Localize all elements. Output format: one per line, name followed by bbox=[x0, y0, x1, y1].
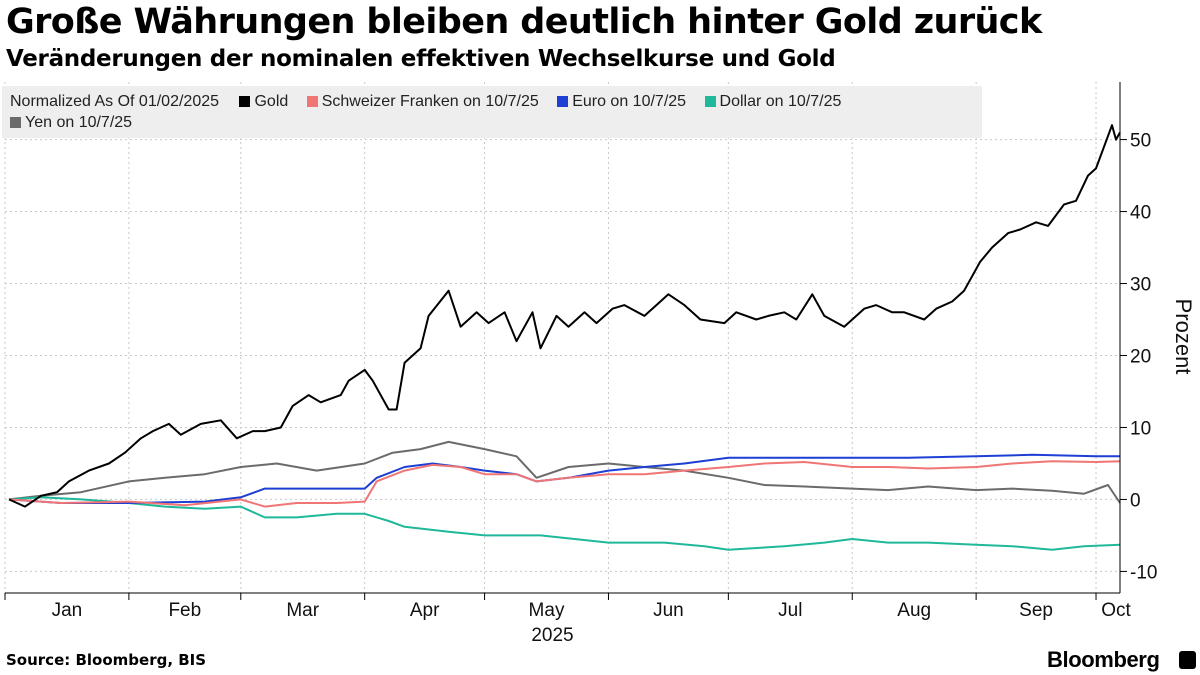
legend-label: Euro on 10/7/25 bbox=[572, 93, 687, 110]
x-tick-label: Apr bbox=[410, 600, 440, 621]
x-tick-label: May bbox=[529, 600, 565, 621]
x-tick-label: Oct bbox=[1101, 600, 1131, 621]
x-year-label: 2025 bbox=[531, 625, 573, 646]
legend-item-chf: Schweizer Franken on 10/7/25 bbox=[306, 93, 539, 111]
series-line-gold bbox=[8, 124, 1121, 508]
x-tick-label: Aug bbox=[897, 600, 931, 621]
x-tick-label: Jan bbox=[52, 600, 83, 621]
legend-label: Yen on 10/7/25 bbox=[25, 114, 133, 131]
bloomberg-icon bbox=[1179, 651, 1196, 669]
y-axis-title: Prozent bbox=[1171, 299, 1196, 375]
series-line-usd bbox=[8, 496, 1121, 551]
series-line-jpy bbox=[8, 440, 1121, 504]
y-tick-label: 10 bbox=[1130, 418, 1151, 439]
series-lines bbox=[8, 124, 1121, 551]
legend-item-jpy: Yen on 10/7/25 bbox=[10, 114, 132, 132]
legend-swatch bbox=[557, 96, 569, 107]
x-tick-label: Feb bbox=[168, 600, 201, 621]
y-tick-label: 0 bbox=[1130, 490, 1141, 511]
x-tick-label: Mar bbox=[286, 600, 319, 621]
legend-item-usd: Dollar on 10/7/25 bbox=[704, 93, 842, 111]
page-title: Große Währungen bleiben deutlich hinter … bbox=[6, 2, 1042, 42]
source-note: Source: Bloomberg, BIS bbox=[6, 651, 207, 669]
y-tick-label: 40 bbox=[1130, 203, 1151, 224]
legend-note: Normalized As Of 01/02/2025 bbox=[10, 93, 220, 110]
legend: Normalized As Of 01/02/2025 Gold Schweiz… bbox=[2, 86, 982, 138]
bloomberg-logo: Bloomberg bbox=[1047, 647, 1160, 672]
y-tick-label: -10 bbox=[1130, 562, 1157, 583]
x-tick-label: Jul bbox=[778, 600, 802, 621]
legend-label: Gold bbox=[254, 93, 289, 110]
y-tick-label: 20 bbox=[1130, 346, 1151, 367]
axes: -10 0 10 20 30 40 50 Jan Feb Mar Apr May Jun Jul Aug Se… bbox=[4, 82, 1196, 646]
legend-row: Normalized As Of 01/02/2025 Gold Schweiz… bbox=[10, 93, 855, 111]
legend-swatch bbox=[239, 96, 251, 107]
grid bbox=[4, 82, 1120, 593]
legend-label: Schweizer Franken on 10/7/25 bbox=[321, 93, 539, 110]
legend-swatch bbox=[10, 117, 21, 128]
y-tick-label: 50 bbox=[1130, 131, 1151, 152]
legend-item-eur: Euro on 10/7/25 bbox=[557, 93, 686, 111]
legend-swatch bbox=[306, 96, 318, 107]
legend-label: Dollar on 10/7/25 bbox=[719, 93, 842, 110]
y-tick-label: 30 bbox=[1130, 275, 1151, 296]
legend-row: Yen on 10/7/25 bbox=[10, 114, 146, 132]
legend-swatch bbox=[704, 96, 716, 107]
legend-item-gold: Gold bbox=[239, 93, 288, 111]
page-subtitle: Veränderungen der nominalen effektiven W… bbox=[6, 46, 836, 72]
series-line-chf bbox=[8, 460, 1121, 508]
x-tick-label: Sep bbox=[1019, 600, 1053, 621]
x-tick-label: Jun bbox=[653, 600, 684, 621]
